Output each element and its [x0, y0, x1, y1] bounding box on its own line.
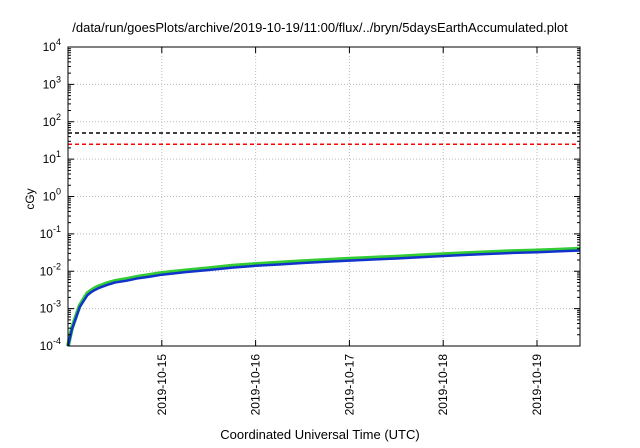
y-tick-label: 10-2: [40, 261, 61, 278]
y-tick-exponent: 4: [56, 37, 61, 47]
x-tick-label: 2019-10-17: [342, 354, 356, 416]
x-tick-labels: 2019-10-15 2019-10-16 2019-10-17 2019-10-18…: [155, 354, 544, 416]
x-tick-label: 2019-10-19: [530, 354, 544, 416]
x-tick-label: 2019-10-18: [436, 354, 450, 416]
y-tick-label: 101: [43, 149, 61, 166]
y-tick-exponent: 2: [56, 112, 61, 122]
y-tick-base: 10: [43, 152, 57, 166]
y-tick-exponent: 0: [56, 187, 61, 197]
y-tick-base: 10: [43, 40, 57, 54]
y-tick-exponent: -2: [53, 261, 61, 271]
y-tick-label: 104: [43, 37, 61, 54]
y-tick-base: 10: [40, 264, 54, 278]
y-tick-exponent: 3: [56, 74, 61, 84]
y-tick-label: 10-1: [40, 224, 61, 241]
threshold-lines: [68, 132, 580, 146]
y-tick-exponent: -4: [53, 336, 61, 346]
y-tick-base: 10: [43, 77, 57, 91]
y-tick-exponent: -3: [53, 299, 61, 309]
x-tick-label: 2019-10-16: [249, 354, 263, 416]
y-tick-base: 10: [40, 302, 54, 316]
y-tick-label: 103: [43, 74, 61, 91]
y-tick-base: 10: [40, 227, 54, 241]
y-tick-label: 102: [43, 112, 61, 129]
y-tick-base: 10: [43, 115, 57, 129]
y-tick-base: 10: [40, 339, 54, 353]
tick-marks: [68, 46, 580, 347]
y-tick-label: 10-3: [40, 299, 61, 316]
y-tick-exponent: -1: [53, 224, 61, 234]
x-axis-label: Coordinated Universal Time (UTC): [220, 427, 420, 442]
grid: [68, 47, 580, 346]
y-tick-base: 10: [43, 190, 57, 204]
series-line: [66, 246, 581, 347]
x-tick-label: 2019-10-15: [155, 354, 169, 416]
y-tick-label: 100: [43, 187, 61, 204]
y-tick-label: 10-4: [40, 336, 61, 353]
series-line: [66, 249, 581, 347]
chart-title: /data/run/goesPlots/archive/2019-10-19/1…: [72, 20, 568, 35]
y-tick-exponent: 1: [56, 149, 61, 159]
series-lines: [66, 246, 581, 347]
